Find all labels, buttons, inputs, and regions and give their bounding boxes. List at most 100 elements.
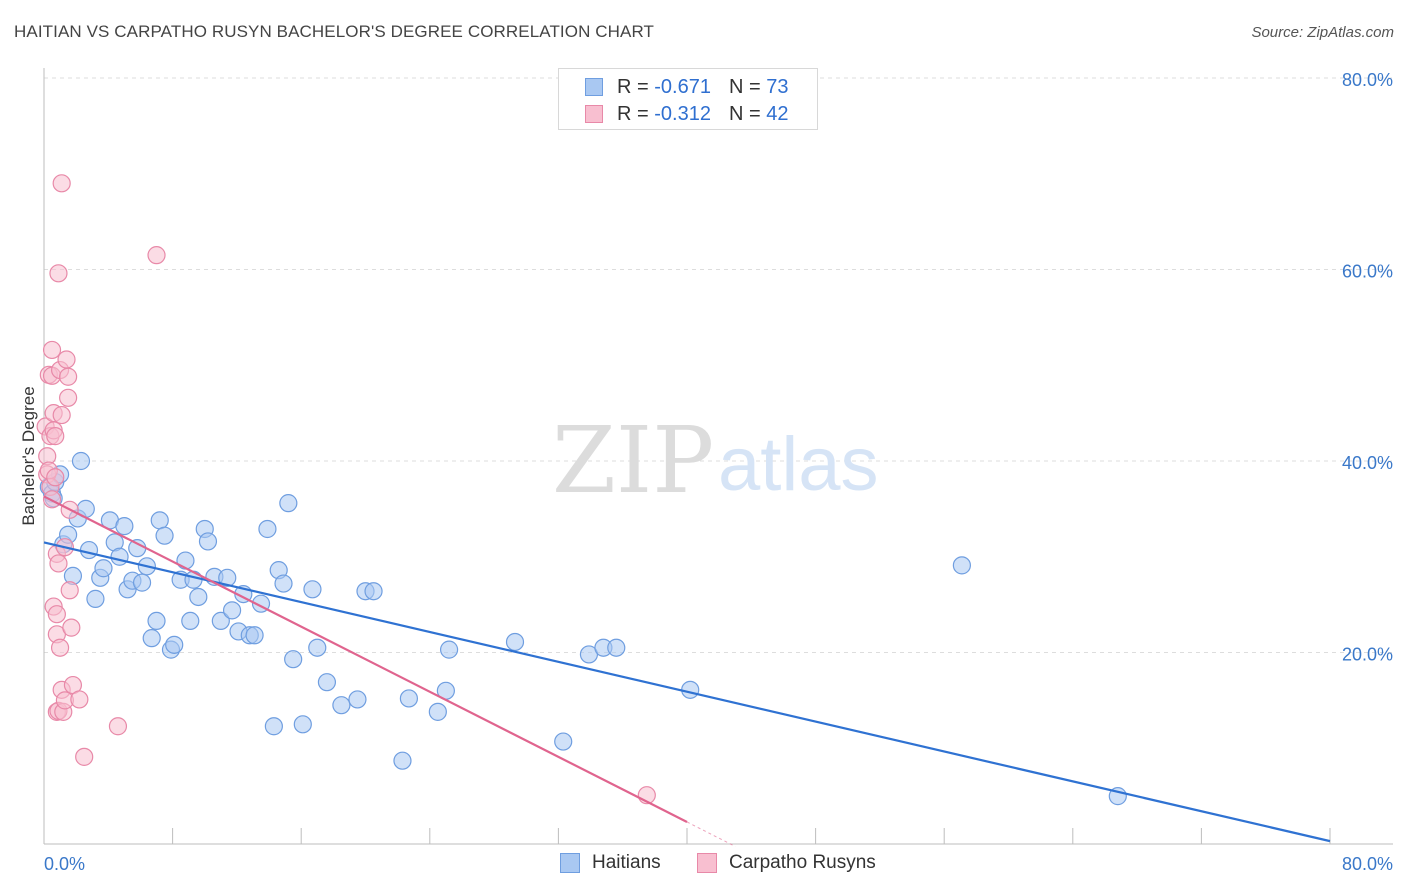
carpatho-rusyns-point-39 [147, 246, 166, 265]
haitians-trend-line [43, 541, 1331, 843]
haitians-point-56 [332, 696, 351, 715]
y-tick-label-80: 80.0% [1342, 70, 1393, 90]
haitians-point-69 [607, 638, 626, 657]
y-axis-title: Bachelor's Degree [19, 386, 38, 525]
carpatho-rusyns-point-36 [70, 690, 89, 709]
chart-title: HAITIAN VS CARPATHO RUSYN BACHELOR'S DEG… [14, 22, 655, 41]
haitians-point-40 [222, 601, 242, 620]
series-legend: Haitians Carpatho Rusyns [0, 852, 1406, 878]
haitians-legend-swatch [560, 853, 580, 873]
haitians-point-29 [165, 635, 184, 654]
haitians-point-47 [264, 717, 283, 736]
haitians-point-46 [258, 519, 277, 539]
carpatho-rusyns-point-23 [52, 174, 71, 193]
y-tick-label-60: 60.0% [1342, 262, 1393, 282]
legend-row-carpatho-rusyns: R = -0.312 N = 42 [585, 102, 788, 126]
y-tick-label-20: 20.0% [1342, 645, 1393, 665]
carpatho-rusyns-trend-extension [686, 821, 736, 847]
x-tick-label-min: 0.0% [44, 854, 85, 874]
haitians-point-39 [218, 568, 237, 587]
haitians-point-54 [308, 638, 327, 657]
watermark-zip: ZIP [552, 407, 714, 514]
haitians-point-52 [293, 715, 312, 734]
haitians-point-49 [274, 574, 293, 593]
carpatho-rusyns-point-7 [42, 340, 62, 360]
carpatho-rusyns-point-20 [49, 264, 68, 283]
legend-row-haitians: R = -0.671 N = 73 [585, 75, 788, 99]
haitians-point-64 [439, 640, 459, 659]
carpatho-rusyns-point-24 [52, 405, 71, 425]
haitians-point-66 [554, 732, 573, 751]
carpatho-rusyns-point-21 [50, 638, 70, 657]
source-label: Source: ZipAtlas.com [1251, 24, 1394, 41]
watermark: ZIP atlas [552, 407, 879, 514]
haitians-point-44 [245, 626, 264, 645]
correlation-legend: R = -0.671 N = 73 R = -0.312 N = 42 [558, 68, 818, 130]
carpatho-rusyns-point-29 [57, 350, 76, 369]
watermark-atlas: atlas [718, 422, 879, 507]
legend-label-haitians: Haitians [592, 852, 661, 873]
haitians-point-26 [150, 511, 169, 530]
carpatho-rusyns-point-18 [49, 554, 68, 573]
carpatho-rusyns-point-34 [62, 618, 81, 637]
legend-item-carpatho-rusyns[interactable]: Carpatho Rusyns [697, 852, 876, 874]
x-tick-label-max: 80.0% [1342, 854, 1393, 874]
carpatho-rusyns-point-37 [75, 747, 94, 766]
haitians-point-65 [505, 632, 525, 652]
carpatho-rusyns-point-33 [60, 581, 79, 600]
haitians-point-60 [393, 751, 412, 770]
n-value: 42 [766, 102, 789, 125]
haitians-point-14 [94, 559, 113, 578]
gridlines [44, 77, 1393, 653]
carpatho-rusyns-legend-swatch [697, 853, 717, 873]
carpatho-rusyns-swatch [585, 105, 603, 123]
haitians-point-53 [303, 580, 322, 599]
legend-item-haitians[interactable]: Haitians [560, 852, 661, 874]
y-tick-labels: 20.0% 40.0% 60.0% 80.0% [1342, 70, 1393, 665]
carpatho-rusyns-point-15 [47, 605, 66, 624]
haitians-point-59 [364, 582, 383, 601]
carpatho-rusyns-point-12 [46, 427, 65, 446]
n-value: 73 [766, 75, 789, 98]
haitians-point-36 [198, 532, 218, 551]
haitians-point-27 [155, 526, 174, 545]
haitians-point-18 [115, 517, 134, 536]
carpatho-rusyns-point-38 [108, 717, 128, 736]
haitians-point-62 [428, 702, 447, 721]
carpatho-rusyns-point-31 [59, 388, 78, 407]
y-tick-label-40: 40.0% [1342, 453, 1393, 473]
haitians-point-38 [211, 611, 230, 631]
haitians-point-22 [132, 573, 152, 592]
haitians-point-21 [128, 539, 147, 558]
haitians-point-71 [952, 556, 971, 575]
haitians-point-32 [181, 611, 200, 631]
haitians-point-9 [71, 451, 91, 471]
carpatho-rusyns-point-13 [46, 468, 65, 487]
haitians-point-55 [317, 673, 337, 692]
haitians-swatch [585, 78, 603, 96]
haitians-point-57 [348, 690, 367, 709]
haitians-point-50 [279, 494, 298, 513]
haitians-point-25 [147, 611, 166, 631]
haitians-point-11 [79, 540, 99, 560]
haitians-point-51 [284, 650, 303, 669]
haitians-point-31 [176, 551, 195, 570]
legend-label-carpatho-rusyns: Carpatho Rusyns [729, 852, 876, 873]
r-value: -0.312 [654, 102, 711, 125]
carpatho-rusyns-trend-line [43, 495, 688, 823]
trend-lines [43, 495, 1331, 847]
haitians-point-12 [86, 589, 105, 608]
r-label: R = [617, 102, 649, 125]
x-ticks [172, 828, 1331, 844]
haitians-point-24 [142, 629, 161, 648]
haitians-points [39, 451, 1127, 806]
n-label: N = [728, 102, 761, 125]
n-label: N = [728, 75, 761, 98]
carpatho-rusyns-point-30 [59, 367, 78, 386]
haitians-point-33 [184, 570, 203, 589]
haitians-point-70 [681, 680, 700, 699]
r-label: R = [617, 75, 649, 98]
haitians-point-61 [399, 689, 419, 708]
haitians-point-17 [110, 547, 129, 566]
